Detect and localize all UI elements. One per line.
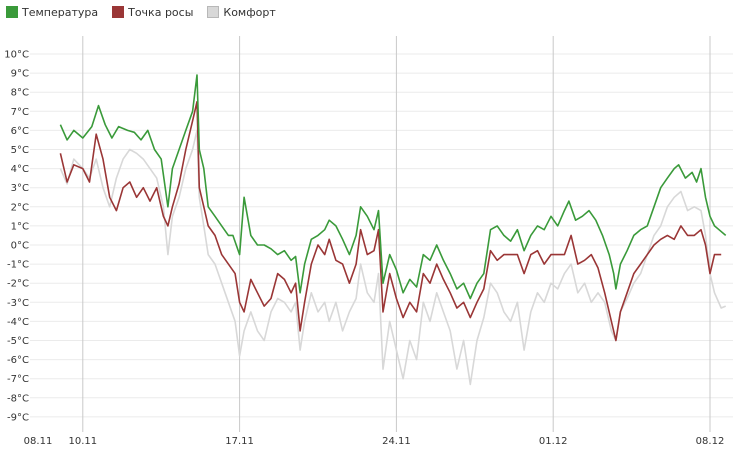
y-tick-label: -1°C: [7, 260, 29, 271]
series-lines: [59, 74, 727, 386]
y-tick-label: -5°C: [7, 336, 29, 347]
y-tick-label: -8°C: [7, 393, 29, 404]
legend-label: Комфорт: [223, 5, 276, 19]
y-tick-label: 9°C: [11, 69, 29, 80]
y-tick-label: -6°C: [7, 355, 29, 366]
y-tick-label: 1°C: [11, 221, 29, 232]
x-tick-label: 08.11: [24, 436, 53, 447]
legend-swatch: [207, 6, 220, 18]
x-tick-label: 10.11: [68, 436, 97, 447]
vertical-grid: [82, 36, 711, 432]
legend-item-comfort[interactable]: Комфорт: [207, 5, 276, 19]
y-tick-label: 3°C: [11, 183, 29, 194]
y-tick-label: -3°C: [7, 298, 29, 309]
legend: Температура Точка росы Комфорт: [6, 4, 290, 20]
y-axis-ticks: 10°C 9°C 8°C 7°C 6°C 5°C 4°C 3°C 2°C 1°C 0°C -1°C -2…: [4, 50, 29, 424]
x-tick-label: 01.12: [539, 436, 568, 447]
dew-point-line: [59, 101, 722, 342]
legend-label: Температура: [22, 5, 99, 19]
horizontal-grid: [30, 53, 733, 418]
y-tick-label: 2°C: [11, 202, 29, 213]
y-tick-label: -4°C: [7, 317, 29, 328]
y-tick-label: 4°C: [11, 164, 29, 175]
x-tick-label: 17.11: [225, 436, 254, 447]
y-tick-label: 7°C: [11, 107, 29, 118]
legend-swatch: [6, 6, 18, 18]
legend-label: Точка росы: [128, 5, 194, 19]
y-tick-label: 6°C: [11, 126, 29, 137]
y-tick-label: 10°C: [4, 50, 29, 61]
legend-item-dew-point[interactable]: Точка росы: [112, 6, 193, 19]
legend-item-temperature[interactable]: Температура: [6, 6, 98, 19]
y-tick-label: 8°C: [11, 88, 29, 99]
legend-swatch: [112, 6, 125, 18]
y-tick-label: 0°C: [11, 241, 29, 252]
x-axis-ticks: 08.11 10.11 17.11 24.11 01.12 08.12: [24, 436, 725, 447]
x-tick-label: 08.12: [696, 436, 725, 447]
x-tick-label: 24.11: [382, 436, 411, 447]
y-tick-label: -2°C: [7, 279, 29, 290]
y-tick-label: -7°C: [7, 374, 29, 385]
y-tick-label: -9°C: [7, 412, 29, 423]
y-tick-label: 5°C: [11, 145, 29, 156]
comfort-line: [59, 74, 727, 300]
